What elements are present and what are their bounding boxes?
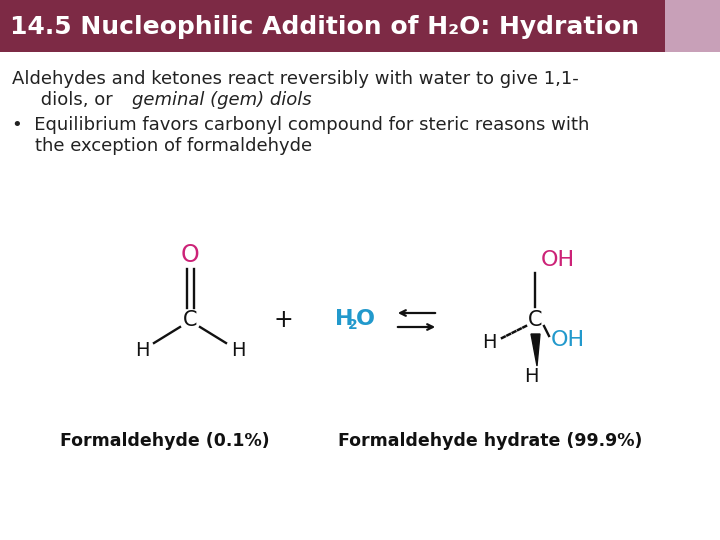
Text: H: H [230, 341, 246, 360]
Polygon shape [531, 334, 540, 366]
Text: OH: OH [541, 250, 575, 270]
Text: H: H [523, 368, 539, 387]
Bar [655, 0, 665, 52]
Bar [655, 0, 720, 52]
Text: C: C [528, 310, 542, 330]
Text: H: H [135, 341, 149, 360]
Text: •  Equilibrium favors carbonyl compound for steric reasons with: • Equilibrium favors carbonyl compound f… [12, 116, 590, 134]
Text: Aldehydes and ketones react reversibly with water to give 1,1-: Aldehydes and ketones react reversibly w… [12, 70, 579, 88]
Text: H: H [482, 333, 496, 352]
Text: OH: OH [551, 330, 585, 350]
Text: C: C [183, 310, 197, 330]
Text: H: H [335, 309, 354, 329]
Text: O: O [181, 243, 199, 267]
Text: O: O [356, 309, 375, 329]
Text: geminal (gem) diols: geminal (gem) diols [132, 91, 312, 109]
Text: the exception of formaldehyde: the exception of formaldehyde [12, 137, 312, 155]
Text: diols, or: diols, or [12, 91, 119, 109]
Text: Formaldehyde (0.1%): Formaldehyde (0.1%) [60, 432, 270, 450]
Text: 14.5 Nucleophilic Addition of H₂O: Hydration: 14.5 Nucleophilic Addition of H₂O: Hydra… [10, 15, 639, 39]
Text: +: + [273, 308, 293, 332]
Text: 2: 2 [348, 318, 358, 332]
Text: Formaldehyde hydrate (99.9%): Formaldehyde hydrate (99.9%) [338, 432, 642, 450]
Bar [0, 0, 720, 52]
